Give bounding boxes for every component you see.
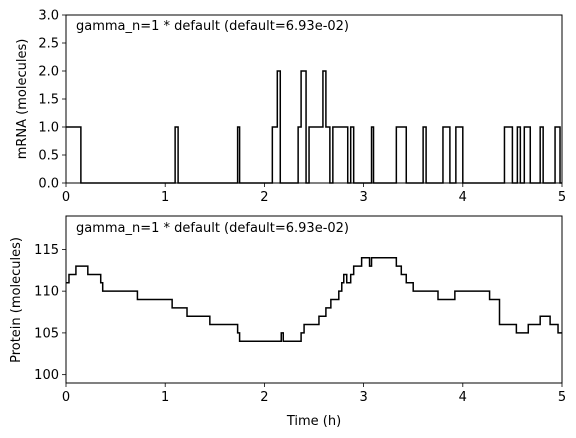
- mrna-panel: 0 1 2 3 4 5 0.0 0.5 1.0 1.5 2.0 2.5 3.0 gamma_n=1 *…: [15, 9, 566, 206]
- mrna-series-line: [66, 70, 562, 184]
- mrna-x-tick-label: 5: [558, 190, 566, 205]
- protein-x-axis-label: Time (h): [286, 414, 341, 429]
- protein-axes-frame: [65, 215, 563, 384]
- mrna-x-ticks: 0 1 2 3 4 5: [62, 183, 566, 205]
- mrna-y-tick-label: 3.0: [38, 9, 59, 24]
- mrna-y-tick-label: 2.0: [38, 65, 59, 80]
- protein-x-tick-label: 5: [558, 390, 566, 405]
- protein-y-axis-label: Protein (molecules): [9, 237, 24, 363]
- protein-series-layer: [66, 257, 562, 342]
- mrna-x-tick-label: 3: [359, 190, 367, 205]
- protein-x-tick-label: 3: [359, 390, 367, 405]
- protein-y-ticks: 100 105 110 115: [34, 243, 66, 383]
- protein-y-tick-label: 115: [34, 243, 59, 258]
- mrna-y-ticks: 0.0 0.5 1.0 1.5 2.0 2.5 3.0: [38, 9, 66, 192]
- mrna-y-tick-label: 1.0: [38, 121, 59, 136]
- protein-y-tick-label: 100: [34, 368, 59, 383]
- mrna-annotation: gamma_n=1 * default (default=6.93e-02): [76, 19, 349, 34]
- protein-panel: 0 1 2 3 4 5 100 105 110 115 gamma_n=1 * default …: [9, 215, 566, 429]
- mrna-y-tick-label: 0.5: [38, 149, 59, 164]
- protein-x-tick-label: 4: [459, 390, 467, 405]
- protein-x-ticks: 0 1 2 3 4 5: [62, 383, 566, 405]
- mrna-x-tick-label: 0: [62, 190, 70, 205]
- protein-x-tick-label: 2: [260, 390, 268, 405]
- protein-annotation: gamma_n=1 * default (default=6.93e-02): [76, 221, 349, 236]
- mrna-y-tick-label: 0.0: [38, 177, 59, 192]
- protein-x-tick-label: 0: [62, 390, 70, 405]
- mrna-y-tick-label: 1.5: [38, 93, 59, 108]
- mrna-x-tick-label: 2: [260, 190, 268, 205]
- mrna-series-layer: [66, 70, 562, 184]
- protein-y-tick-label: 110: [34, 285, 59, 300]
- mrna-y-tick-label: 2.5: [38, 37, 59, 52]
- protein-y-tick-label: 105: [34, 326, 59, 341]
- protein-x-tick-label: 1: [161, 390, 169, 405]
- mrna-x-tick-label: 4: [459, 190, 467, 205]
- mrna-y-axis-label: mRNA (molecules): [15, 39, 30, 160]
- protein-series-line: [66, 257, 562, 342]
- mrna-axes-frame: [65, 14, 563, 184]
- mrna-x-tick-label: 1: [161, 190, 169, 205]
